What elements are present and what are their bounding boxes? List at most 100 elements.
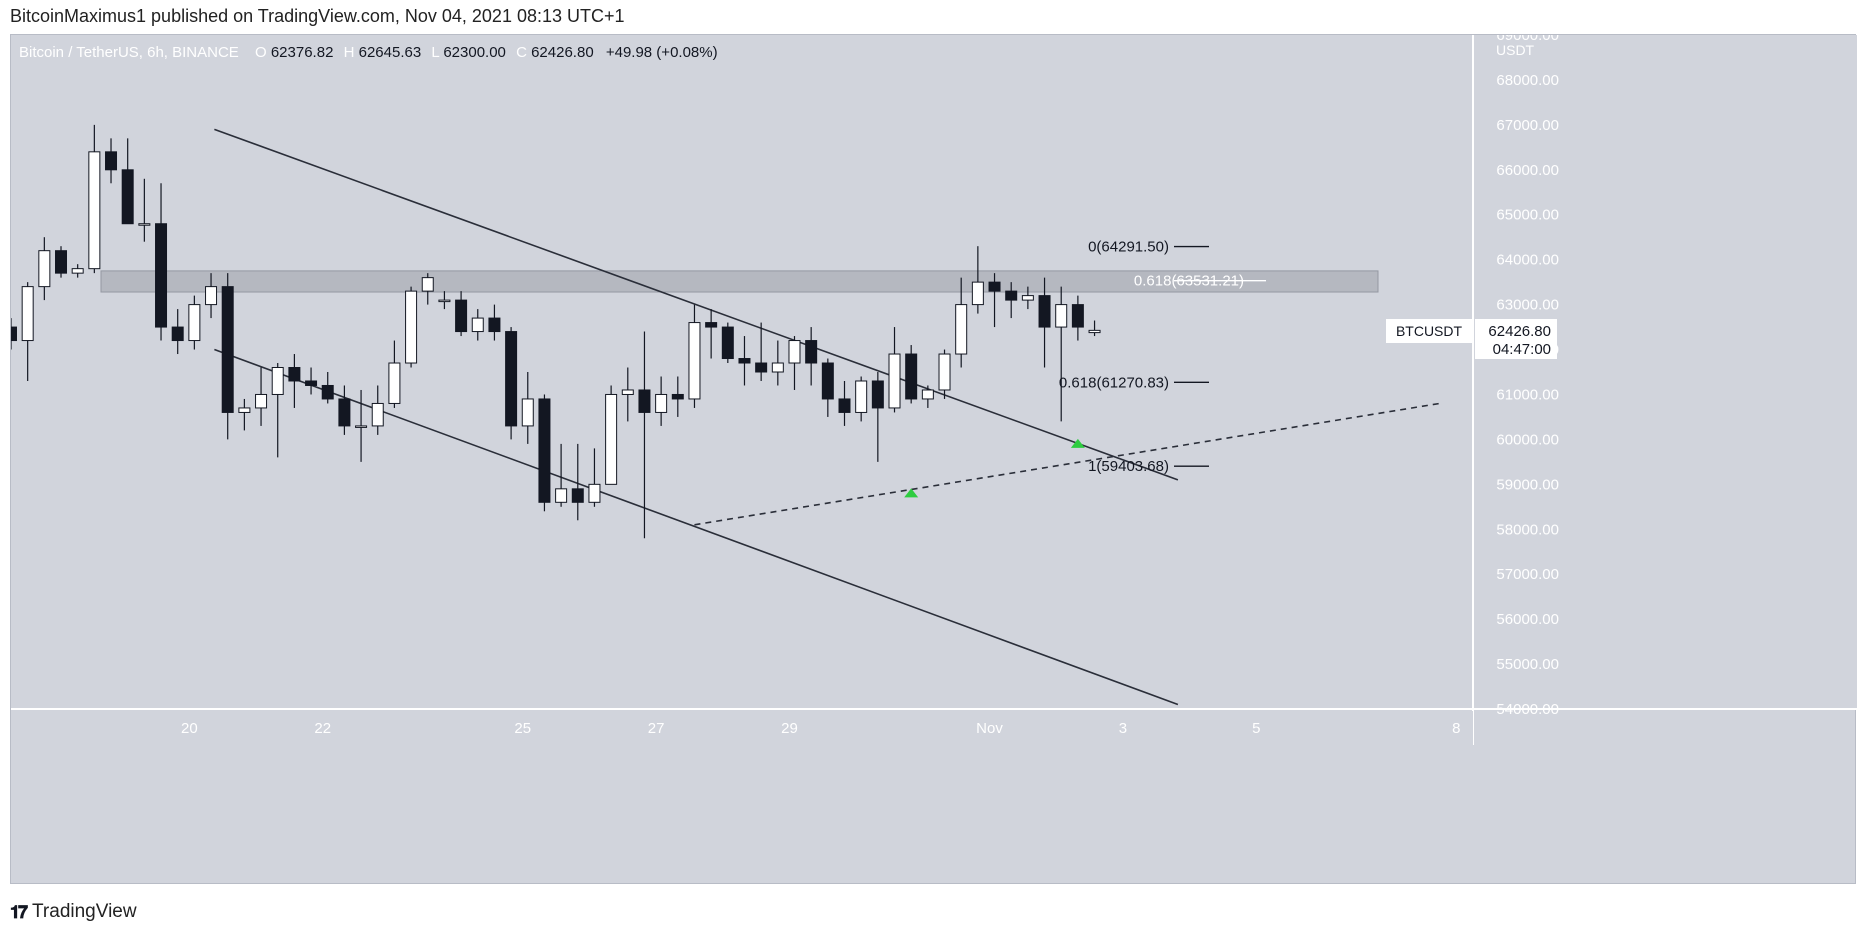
footer: 𝟏𝟕 TradingView	[10, 900, 137, 924]
candle[interactable]	[121, 138, 134, 225]
candle-body-down	[671, 393, 684, 400]
symbol-name: Bitcoin / TetherUS, 6h, BINANCE	[19, 44, 239, 61]
candle[interactable]	[988, 273, 1001, 328]
candle[interactable]	[205, 273, 218, 319]
candle[interactable]	[1021, 286, 1034, 310]
candle-body-up	[1055, 304, 1068, 328]
candle[interactable]	[21, 282, 34, 381]
candle[interactable]	[671, 376, 684, 417]
candle[interactable]	[605, 385, 618, 485]
candle[interactable]	[505, 327, 518, 440]
candle[interactable]	[521, 372, 534, 444]
time-axis[interactable]	[11, 711, 1473, 745]
candle-body-down	[505, 331, 518, 427]
candle[interactable]	[421, 273, 434, 305]
candle[interactable]	[971, 246, 984, 314]
candle[interactable]	[1071, 295, 1084, 341]
candle[interactable]	[955, 277, 968, 368]
candle[interactable]	[1055, 286, 1068, 422]
high-value: 62645.63	[359, 44, 422, 61]
candle[interactable]	[821, 358, 834, 417]
candle[interactable]	[438, 291, 451, 310]
candle[interactable]	[555, 443, 568, 507]
candle-body-up	[205, 286, 218, 306]
candle[interactable]	[771, 340, 784, 386]
candle-body-down	[755, 362, 768, 373]
ascending-support	[694, 402, 1440, 526]
candle[interactable]	[538, 394, 551, 512]
candle[interactable]	[755, 322, 768, 381]
candle[interactable]	[55, 246, 68, 278]
bounce-marker-1	[904, 488, 919, 498]
candle[interactable]	[221, 273, 234, 440]
candle[interactable]	[571, 443, 584, 521]
candle[interactable]	[38, 237, 51, 301]
candle[interactable]	[271, 363, 284, 458]
candle[interactable]	[905, 345, 918, 404]
candle-body-up	[371, 402, 384, 427]
candle[interactable]	[288, 354, 301, 408]
candle[interactable]	[938, 349, 951, 399]
candle[interactable]	[188, 295, 201, 350]
candle-body-up	[188, 304, 201, 342]
candle[interactable]	[1038, 277, 1051, 368]
candle-body-down	[638, 389, 651, 413]
candle[interactable]	[688, 304, 701, 408]
candle[interactable]	[921, 385, 934, 408]
candle[interactable]	[155, 183, 168, 341]
candle[interactable]	[855, 376, 868, 422]
price-axis[interactable]	[1473, 35, 1857, 709]
plot-area[interactable]	[11, 35, 1473, 709]
candle[interactable]	[388, 340, 401, 408]
candle[interactable]	[471, 309, 484, 341]
candle[interactable]	[255, 367, 268, 426]
candle[interactable]	[355, 389, 368, 462]
price-tick-label: 56000.00	[1496, 611, 1559, 628]
candle-body-down	[321, 384, 334, 400]
candle[interactable]	[738, 336, 751, 386]
candle-body-down	[905, 353, 918, 400]
candle[interactable]	[138, 178, 151, 242]
fib-level-label: 1(59403.68)	[1088, 458, 1169, 475]
candlestick-chart[interactable]: 0(64291.50) 0.618(63531.21) 0.618(61270.83…	[11, 35, 1857, 885]
low-value: 62300.00	[443, 44, 506, 61]
candle[interactable]	[838, 380, 851, 426]
candle[interactable]	[871, 372, 884, 462]
candle[interactable]	[321, 372, 334, 404]
candle[interactable]	[655, 376, 668, 426]
candle[interactable]	[11, 318, 17, 350]
candle[interactable]	[71, 264, 84, 278]
candle[interactable]	[805, 327, 818, 386]
candle[interactable]	[238, 398, 251, 431]
candle[interactable]	[88, 124, 101, 274]
candle[interactable]	[721, 322, 734, 364]
candle[interactable]	[705, 309, 718, 359]
candle[interactable]	[171, 309, 184, 355]
candle[interactable]	[621, 367, 634, 422]
candle[interactable]	[1088, 320, 1101, 337]
price-tick-label: 54000.00	[1496, 701, 1559, 718]
time-tick-label: 20	[181, 720, 198, 737]
time-tick-label: 25	[514, 720, 531, 737]
candle[interactable]	[305, 367, 318, 395]
fib-level-label: 0(64291.50)	[1088, 239, 1169, 256]
candle[interactable]	[371, 385, 384, 435]
candle-body-down	[721, 326, 734, 360]
candle[interactable]	[888, 327, 901, 413]
candle[interactable]	[638, 331, 651, 539]
candle[interactable]	[1005, 282, 1018, 319]
candle[interactable]	[455, 291, 468, 337]
candle[interactable]	[338, 385, 351, 435]
time-tick-label: 8	[1452, 720, 1460, 737]
fib-level-label: 0.618(63531.21)	[1134, 273, 1244, 290]
candle[interactable]	[105, 138, 118, 184]
candle[interactable]	[588, 448, 601, 507]
candle-body-up	[788, 340, 801, 364]
candle[interactable]	[405, 286, 418, 368]
candle-body-down	[821, 362, 834, 400]
candle-body-up	[971, 281, 984, 306]
candle[interactable]	[488, 304, 501, 341]
footer-brand[interactable]: TradingView	[32, 901, 137, 922]
chart-panel[interactable]: 0(64291.50) 0.618(63531.21) 0.618(61270.83…	[10, 34, 1857, 885]
candle[interactable]	[788, 336, 801, 390]
